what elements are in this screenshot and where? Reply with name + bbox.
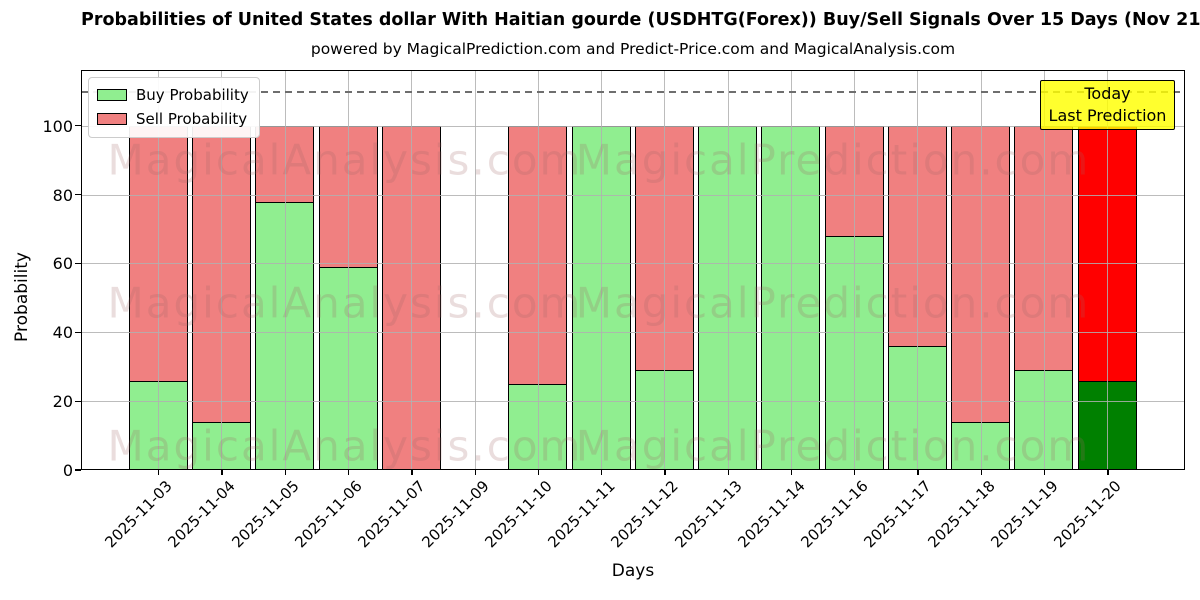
x-tick-mark [917,470,919,475]
gridline-vertical [474,70,476,470]
x-tick-mark [727,470,729,475]
y-tick-mark [75,331,81,333]
annotation-line-1: Today [1084,84,1131,103]
y-tick-mark [75,194,81,196]
gridline-vertical [727,70,729,470]
watermark-text: MagicalAnalysis.com [107,421,583,471]
gridline-vertical [917,70,919,470]
gridline-vertical [1043,70,1045,470]
legend-item-sell: Sell Probability [97,107,249,131]
gridline-vertical [601,70,603,470]
gridline-vertical [537,70,539,470]
x-tick-label: 2025-11-17 [860,477,936,552]
gridline-vertical [1107,70,1109,470]
x-tick-label: 2025-11-03 [101,477,176,552]
legend: Buy Probability Sell Probability [88,77,260,138]
gridline-vertical [158,70,160,470]
y-tick-label: 40 [52,323,73,343]
legend-item-buy: Buy Probability [97,83,249,107]
gridline-vertical [980,70,982,470]
x-tick-mark [474,470,476,475]
chart-subtitle: powered by MagicalPrediction.com and Pre… [310,40,956,58]
today-annotation: Today Last Prediction [1040,80,1175,130]
x-tick-mark [790,470,793,475]
watermark-text: MagicalPrediction.com [575,135,1091,185]
watermark-text: MagicalAnalysis.com [107,135,583,185]
x-tick-label: 2025-11-20 [1050,477,1125,552]
x-tick-label: 2025-11-14 [734,477,809,552]
x-tick-mark [537,470,540,475]
x-tick-label: 2025-11-18 [924,477,999,552]
gridline-horizontal [81,263,1185,265]
x-tick-mark [601,470,603,475]
x-axis-title: Days [611,561,655,581]
x-tick-label: 2025-11-07 [354,477,429,552]
plot-area: Buy Probability Sell Probability Today L… [75,70,1185,475]
x-tick-mark [348,470,350,475]
gridline-vertical [790,70,792,470]
x-tick-label: 2025-11-19 [987,477,1062,552]
x-tick-label: 2025-11-04 [164,477,240,552]
x-tick-mark [1107,470,1109,475]
x-tick-label: 2025-11-12 [607,477,683,552]
annotation-line-2: Last Prediction [1048,106,1167,125]
x-tick-mark [980,470,982,475]
x-tick-label: 2025-11-11 [544,477,619,552]
gridline-vertical [411,70,413,470]
gridline-vertical [221,70,223,470]
watermark-text: MagicalAnalysis.com [107,278,583,328]
x-tick-label: 2025-11-09 [417,477,493,552]
watermark-text: MagicalPrediction.com [575,278,1091,328]
gridline-horizontal [81,194,1185,196]
y-tick-label: 100 [42,116,73,136]
gridline-vertical [284,70,286,470]
x-tick-label: 2025-11-05 [228,477,303,552]
x-tick-mark [664,470,666,475]
sell-color-swatch [97,113,127,125]
y-tick-mark [75,469,81,471]
y-tick-label: 20 [52,392,73,412]
y-tick-label: 80 [52,185,73,205]
x-tick-label: 2025-11-13 [670,477,746,552]
threshold-dashed-line [81,91,1185,93]
y-tick-label: 60 [52,254,73,274]
legend-label-sell: Sell Probability [136,110,248,128]
x-tick-label: 2025-11-16 [797,477,872,552]
x-tick-mark [1043,470,1046,475]
x-tick-mark [221,470,223,475]
gridline-vertical [854,70,856,470]
legend-label-buy: Buy Probability [136,86,249,104]
y-tick-mark [75,262,81,265]
x-tick-mark [158,470,160,475]
x-tick-label: 2025-11-10 [481,477,556,552]
y-tick-label: 0 [62,461,73,480]
y-tick-mark [75,400,81,402]
y-tick-mark [75,125,81,127]
gridline-vertical [348,70,349,470]
x-tick-mark [854,470,856,475]
gridline-horizontal [81,332,1185,334]
chart-title: Probabilities of United States dollar Wi… [81,10,1200,30]
gridline-horizontal [81,125,1185,127]
x-tick-mark [411,470,413,475]
gridline-vertical [664,70,666,470]
gridline-horizontal [81,401,1185,403]
x-tick-mark [284,470,287,475]
watermark-text: MagicalPrediction.com [575,421,1091,471]
buy-color-swatch [97,89,127,101]
x-tick-label: 2025-11-06 [291,477,366,552]
